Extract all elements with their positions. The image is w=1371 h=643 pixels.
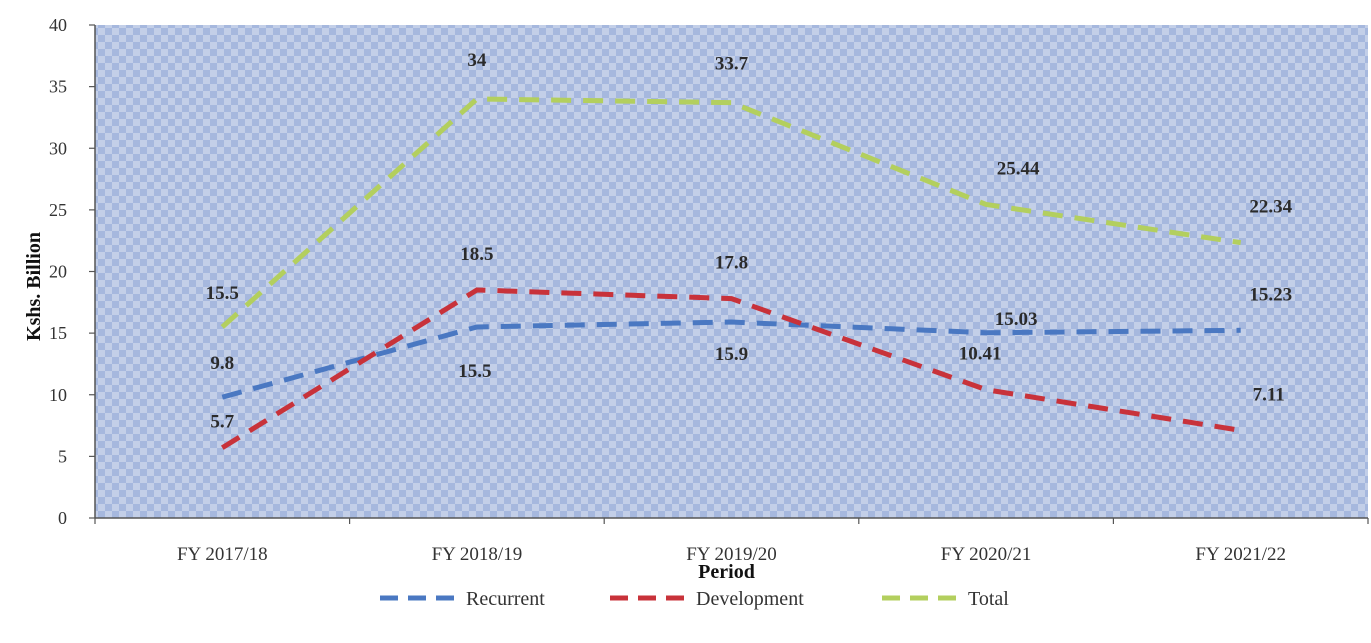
data-label-recurrent: 15.23 bbox=[1249, 284, 1292, 305]
plot-background bbox=[95, 25, 1368, 518]
axes: 0 5 10 15 20 25 30 35 40 FY 2017/18 FY 2018/19 FY 2… bbox=[49, 15, 1369, 565]
series-layer bbox=[220, 96, 1242, 450]
series-line-total bbox=[220, 96, 1242, 329]
y-tick-label: 0 bbox=[58, 508, 67, 528]
data-label-total: 33.7 bbox=[715, 54, 749, 75]
data-label-development: 18.5 bbox=[460, 244, 493, 265]
data-label-total: 25.44 bbox=[997, 158, 1040, 179]
y-tick-label: 15 bbox=[49, 323, 67, 343]
legend-label: Recurrent bbox=[466, 588, 545, 610]
data-label-development: 10.41 bbox=[959, 344, 1002, 365]
data-label-development: 17.8 bbox=[715, 253, 748, 274]
y-tick-label: 20 bbox=[49, 262, 67, 282]
data-labels: 9.8 15.5 15.9 15.03 15.23 5.7 18.5 17.8 10.41 7.1… bbox=[206, 50, 1293, 433]
x-axis-title: Period bbox=[698, 561, 755, 583]
y-tick-label: 10 bbox=[49, 385, 67, 405]
data-label-recurrent: 15.5 bbox=[458, 361, 491, 382]
x-tick-label: FY 2021/22 bbox=[1195, 544, 1286, 565]
y-tick-label: 25 bbox=[49, 200, 67, 220]
x-tick-label: FY 2018/19 bbox=[432, 544, 523, 565]
legend-label: Development bbox=[696, 588, 804, 610]
data-label-total: 34 bbox=[467, 50, 487, 71]
y-tick-label: 35 bbox=[49, 77, 67, 97]
plot-area bbox=[95, 25, 1368, 518]
data-label-recurrent: 9.8 bbox=[210, 353, 234, 374]
legend-label: Total bbox=[968, 588, 1009, 610]
y-tick-label: 5 bbox=[58, 446, 67, 466]
series-line-development bbox=[220, 287, 1242, 450]
data-label-development: 5.7 bbox=[210, 412, 234, 433]
data-label-recurrent: 15.9 bbox=[715, 344, 748, 365]
legend-item-development: Development bbox=[610, 588, 804, 610]
legend-item-total: Total bbox=[882, 588, 1009, 610]
series-line-recurrent bbox=[221, 319, 1241, 400]
data-label-total: 22.34 bbox=[1249, 197, 1292, 218]
legend: Recurrent Development Total bbox=[380, 588, 1009, 610]
x-tick-label: FY 2017/18 bbox=[177, 544, 268, 565]
legend-item-recurrent: Recurrent bbox=[380, 588, 545, 610]
data-label-development: 7.11 bbox=[1253, 384, 1285, 405]
x-tick-label: FY 2019/20 bbox=[686, 544, 777, 565]
y-tick-label: 40 bbox=[49, 15, 67, 35]
y-tick-label: 30 bbox=[49, 138, 67, 158]
y-axis-title: Kshs. Billion bbox=[23, 232, 45, 341]
x-tick-label: FY 2020/21 bbox=[941, 544, 1032, 565]
data-label-total: 15.5 bbox=[206, 283, 239, 304]
data-label-recurrent: 15.03 bbox=[995, 309, 1038, 330]
